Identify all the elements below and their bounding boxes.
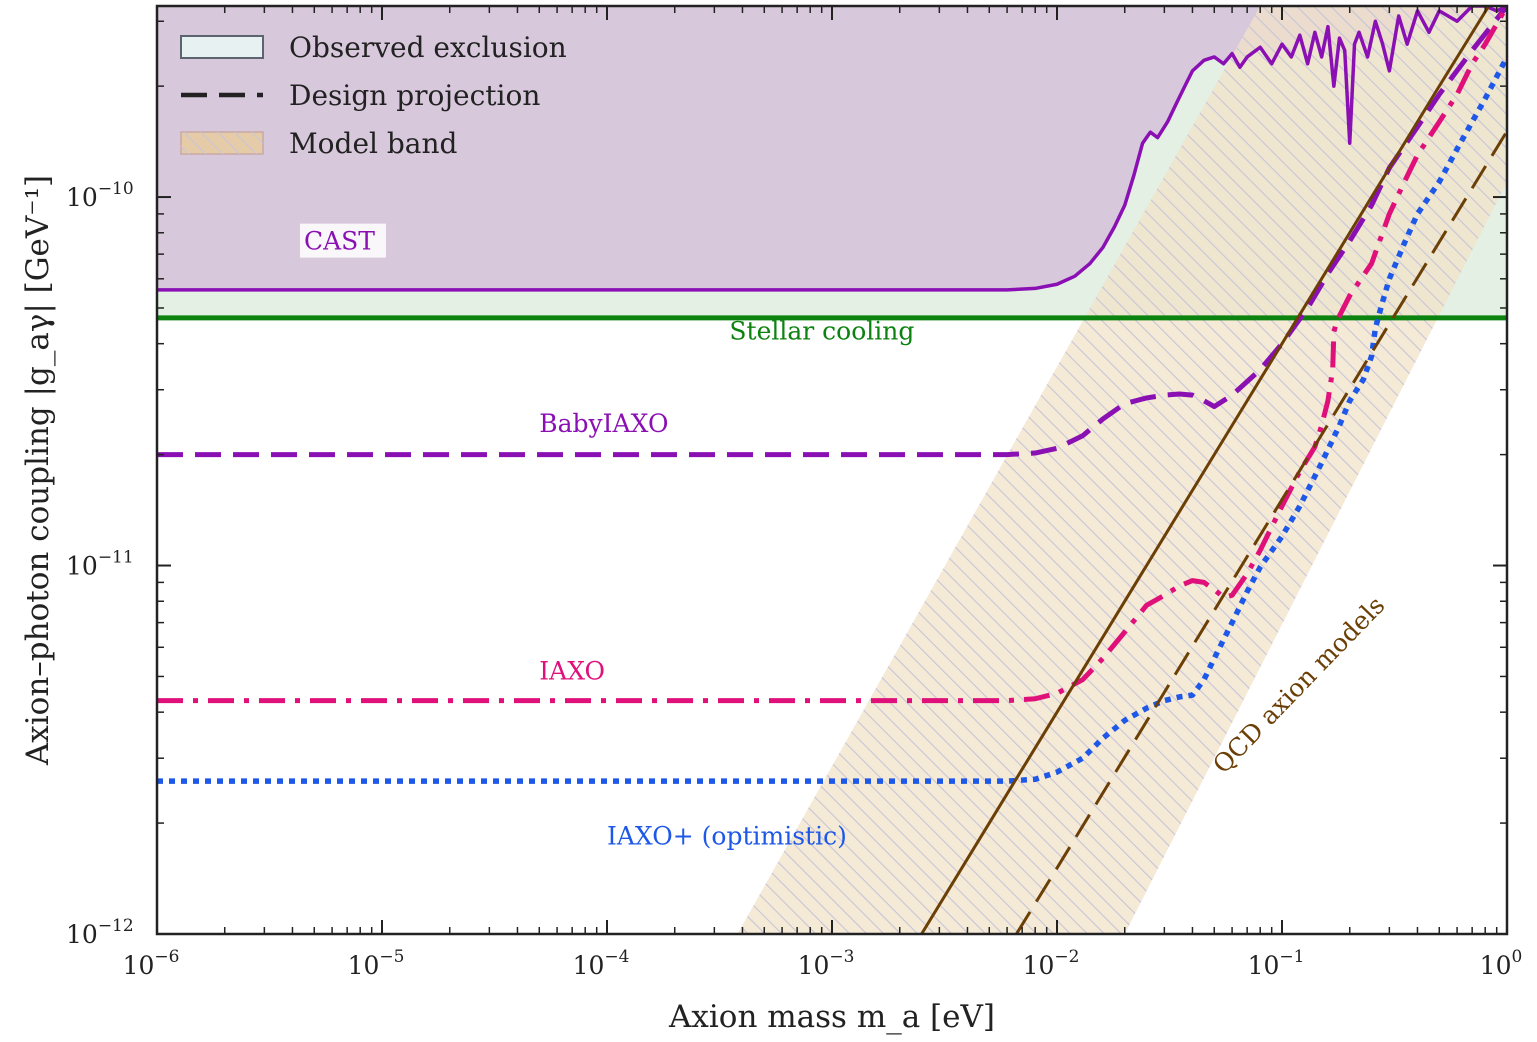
x-tick-exponent: −4 [604, 947, 629, 967]
x-axis-title: Axion mass m_a [eV] [668, 999, 995, 1035]
label-babyiaxo: BabyIAXO [539, 409, 668, 438]
legend-swatch-hatch [181, 132, 263, 154]
x-tick-base: 10 [1248, 951, 1280, 980]
y-tick-exponent: −12 [98, 916, 134, 936]
x-tick-label: 10−4 [573, 947, 630, 980]
y-tick-label: 10−11 [66, 548, 134, 581]
legend-label: Design projection [289, 79, 540, 112]
legend-swatch-observed [180, 35, 264, 59]
x-tick-label: 10−1 [1248, 947, 1305, 980]
x-tick-label: 10−3 [798, 947, 855, 980]
legend-label: Observed exclusion [289, 31, 567, 64]
axis-ticks: 10−6 10−5 10−4 10−3 10−2 10−1 10010−1210−1110−… [66, 6, 1522, 980]
x-tick-base: 10 [573, 951, 605, 980]
qcd-axion-models-line [920, 6, 1491, 934]
x-tick-exponent: −6 [154, 947, 179, 967]
x-tick-label: 10−2 [1023, 947, 1080, 980]
label-stellar-cooling: Stellar cooling [729, 317, 914, 346]
y-axis-title: Axion–photon coupling |g_aγ| [GeV⁻¹] [20, 175, 56, 766]
y-tick-label: 10−10 [66, 179, 134, 212]
x-tick-label: 10−5 [348, 947, 405, 980]
iaxo-line [157, 6, 1507, 704]
qcd-axion-models-line-dashed [1015, 130, 1507, 934]
label-iaxo-optimistic: IAXO+ (optimistic) [607, 821, 847, 850]
babyiaxo-line [157, 6, 1507, 458]
x-tick-exponent: −3 [829, 947, 854, 967]
x-tick-exponent: 0 [1511, 947, 1522, 967]
cast-exclusion-region [157, 6, 1507, 290]
x-tick-exponent: −5 [379, 947, 404, 967]
legend: Observed exclusion Design projection Model… [180, 31, 567, 160]
x-tick-base: 10 [1023, 951, 1055, 980]
x-tick-label: 100 [1480, 947, 1523, 980]
y-tick-exponent: −11 [98, 548, 134, 568]
y-tick-base: 10 [66, 552, 98, 581]
x-tick-exponent: −1 [1279, 947, 1304, 967]
y-axis-title-text: Axion–photon coupling |g_aγ| [GeV⁻¹] [20, 175, 56, 766]
cast-line [157, 6, 1507, 292]
y-tick-exponent: −10 [98, 179, 134, 199]
label-iaxo: IAXO [539, 657, 605, 686]
iaxo-optimistic-line [157, 55, 1507, 784]
x-tick-base: 10 [1480, 951, 1512, 980]
x-tick-base: 10 [123, 951, 155, 980]
cast-label-background [299, 223, 386, 258]
y-tick-label: 10−12 [66, 916, 134, 949]
y-tick-base: 10 [66, 920, 98, 949]
x-tick-base: 10 [348, 951, 380, 980]
label-cast: CAST [304, 227, 375, 256]
plot-area [157, 6, 1507, 934]
x-tick-label: 10−6 [123, 947, 180, 980]
y-tick-base: 10 [66, 183, 98, 212]
legend-label: Model band [289, 127, 458, 160]
x-tick-base: 10 [798, 951, 830, 980]
x-tick-exponent: −2 [1054, 947, 1079, 967]
x-axis-title-text: Axion mass m_a [eV] [668, 999, 995, 1035]
